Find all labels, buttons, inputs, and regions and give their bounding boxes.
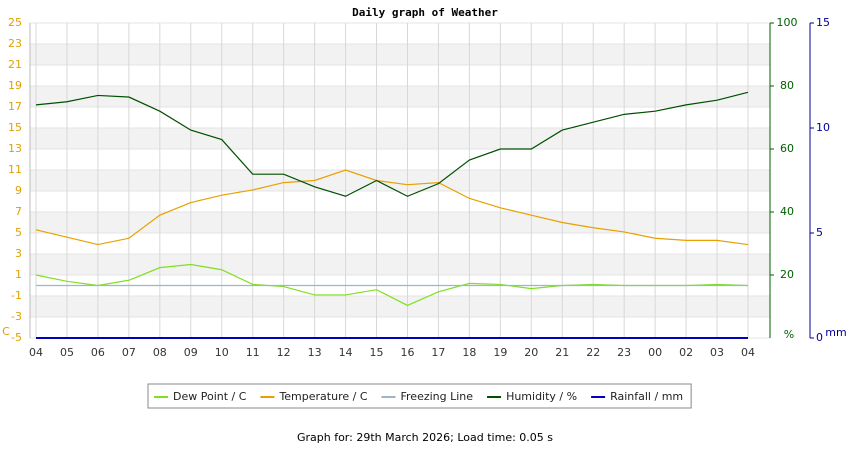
y-tick-label: -3 [11,310,22,323]
y-tick-label: 15 [8,121,22,134]
x-tick-label: 02 [679,346,693,359]
x-tick-label: 23 [617,346,631,359]
x-tick-label: 09 [184,346,198,359]
grid-band [30,44,770,65]
grid-band [30,86,770,107]
x-tick-label: 19 [493,346,507,359]
x-tick-label: 17 [431,346,445,359]
y2-tick-label: 80 [780,79,794,92]
y2-axis-label: % [784,328,794,341]
x-tick-label: 18 [462,346,476,359]
x-tick-label: 15 [370,346,384,359]
y3-tick-label: 15 [816,16,830,29]
x-tick-label: 05 [60,346,74,359]
y-tick-label: -1 [11,289,22,302]
series-line [35,169,749,246]
y-tick-label: 23 [8,37,22,50]
legend-label: Rainfall / mm [610,390,683,403]
y-tick-label: -5 [11,331,22,344]
y3-tick-label: 5 [816,226,823,239]
y3-tick-label: 10 [816,121,830,134]
y-tick-label: 9 [15,184,22,197]
y-axis-label: C [2,325,10,338]
y-tick-label: 17 [8,100,22,113]
y2-tick-label: 20 [780,268,794,281]
y-tick-label: 19 [8,79,22,92]
y-tick-label: 21 [8,58,22,71]
series-line [35,91,749,197]
x-tick-label: 12 [277,346,291,359]
y2-tick-label: 60 [780,142,794,155]
x-tick-label: 20 [524,346,538,359]
x-tick-label: 08 [153,346,167,359]
x-tick-label: 06 [91,346,105,359]
y-tick-label: 11 [8,163,22,176]
x-tick-label: 22 [586,346,600,359]
x-tick-label: 07 [122,346,136,359]
x-tick-label: 04 [29,346,43,359]
y-tick-label: 25 [8,16,22,29]
y-tick-label: 3 [15,247,22,260]
grid-band [30,170,770,191]
legend-label: Dew Point / C [173,390,247,403]
x-tick-label: 14 [339,346,353,359]
x-tick-label: 00 [648,346,662,359]
grid-band [30,212,770,233]
y2-tick-label: 40 [780,205,794,218]
x-tick-label: 16 [400,346,414,359]
y-tick-label: 13 [8,142,22,155]
y-tick-label: 1 [15,268,22,281]
grid-band [30,254,770,275]
legend-label: Freezing Line [401,390,474,403]
x-tick-label: 03 [710,346,724,359]
footer: Graph for: 29th March 2026; Load time: 0… [297,431,553,444]
y2-tick-label: 100 [777,16,798,29]
x-tick-label: 21 [555,346,569,359]
y-tick-label: 5 [15,226,22,239]
chart-title: Daily graph of Weather [352,6,498,19]
legend-label: Humidity / % [506,390,577,403]
grid-band [30,128,770,149]
y3-axis-label: mm [825,326,846,339]
legend-label: Temperature / C [278,390,367,403]
x-tick-label: 10 [215,346,229,359]
grid-band [30,296,770,317]
y3-tick-label: 0 [816,331,823,344]
y-tick-label: 7 [15,205,22,218]
x-tick-label: 13 [308,346,322,359]
x-tick-label: 04 [741,346,755,359]
x-tick-label: 11 [246,346,260,359]
